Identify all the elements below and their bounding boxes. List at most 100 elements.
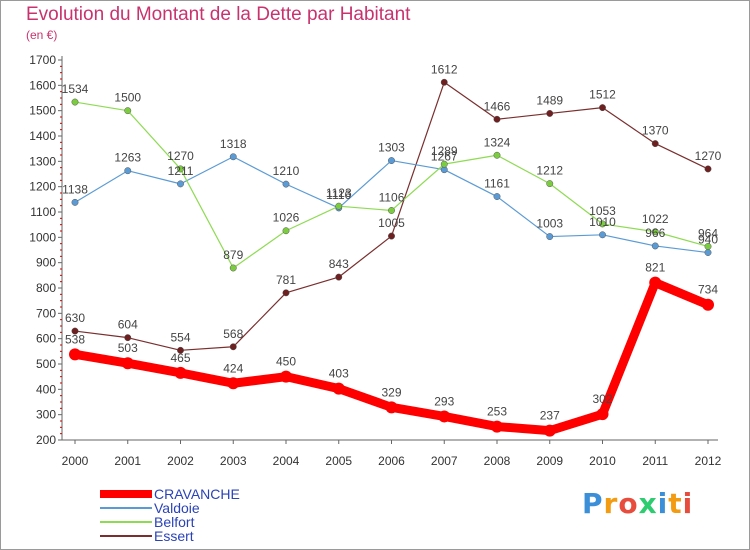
series-point-cravanche: [649, 276, 662, 289]
series-point-valdoie: [493, 193, 501, 200]
data-label-belfort: 1324: [484, 135, 511, 149]
series-point-belfort: [388, 207, 395, 214]
data-label-belfort: 1053: [589, 204, 616, 218]
series-point-cravanche: [332, 382, 345, 395]
proxiti-logo: Proxiti: [582, 487, 693, 520]
data-label-essert: 1370: [642, 124, 669, 138]
logo-letter: P: [582, 487, 604, 520]
data-label-belfort: 1106: [379, 190, 405, 204]
logo-letter: i: [657, 487, 669, 520]
data-label-essert: 554: [170, 330, 190, 344]
data-label-essert: 568: [223, 327, 243, 341]
y-tick-label: 300: [36, 408, 56, 422]
series-point-belfort: [704, 243, 712, 250]
data-label-cravanche: 465: [170, 351, 190, 365]
series-point-cravanche: [227, 377, 240, 390]
y-tick-label: 700: [36, 306, 56, 320]
series-point-essert: [546, 110, 554, 117]
data-label-essert: 843: [329, 257, 349, 271]
data-label-essert: 1612: [431, 62, 458, 76]
y-tick-label: 200: [36, 433, 56, 447]
legend-label-belfort: Belfort: [154, 514, 195, 530]
logo-letter: x: [638, 487, 658, 520]
data-label-valdoie: 940: [698, 233, 718, 247]
data-label-cravanche: 253: [487, 405, 507, 419]
series-point-valdoie: [388, 157, 395, 165]
data-label-cravanche: 450: [276, 355, 296, 369]
logo-letter: i: [682, 487, 694, 520]
logo-letter: o: [618, 487, 639, 520]
data-label-belfort: 879: [223, 248, 243, 262]
series-point-belfort: [282, 227, 290, 235]
data-label-essert: 630: [65, 311, 85, 325]
legend-label-essert: Essert: [154, 528, 194, 544]
series-point-essert: [388, 232, 395, 240]
data-label-valdoie: 1161: [484, 177, 510, 191]
data-label-valdoie: 1003: [536, 217, 563, 231]
data-label-cravanche: 293: [434, 394, 454, 408]
y-tick-label: 1700: [29, 53, 56, 67]
legend-label-cravanche: CRAVANCHE: [154, 486, 240, 502]
x-tick-label: 2007: [431, 454, 458, 468]
series-point-cravanche: [438, 410, 451, 423]
data-label-belfort: 1212: [536, 164, 563, 178]
data-label-cravanche: 734: [698, 283, 718, 297]
y-tick-label: 1400: [29, 129, 56, 143]
series-point-essert: [335, 273, 343, 281]
data-label-valdoie: 1303: [378, 141, 405, 155]
data-label-valdoie: 966: [645, 226, 665, 240]
data-label-cravanche: 503: [118, 341, 138, 355]
series-point-cravanche: [385, 401, 398, 414]
x-tick-label: 2012: [695, 454, 722, 468]
data-label-valdoie: 1210: [273, 164, 300, 178]
series-point-cravanche: [174, 366, 187, 379]
y-tick-label: 600: [36, 332, 56, 346]
data-label-essert: 1512: [589, 88, 616, 102]
logo-letter: r: [603, 487, 619, 520]
chart-subtitle: (en €): [26, 28, 58, 42]
data-label-belfort: 1500: [114, 91, 141, 105]
series-point-belfort: [493, 151, 501, 159]
series-point-valdoie: [177, 180, 184, 188]
series-point-essert: [229, 343, 237, 351]
y-tick-label: 500: [36, 357, 56, 371]
series-point-belfort: [71, 98, 79, 106]
series-point-cravanche: [121, 357, 134, 370]
data-label-cravanche: 538: [65, 332, 85, 346]
data-label-belfort: 1289: [431, 144, 458, 158]
data-label-belfort: 964: [698, 226, 718, 240]
series-point-valdoie: [599, 231, 606, 239]
x-tick-label: 2004: [273, 454, 300, 468]
x-tick-label: 2001: [114, 454, 141, 468]
y-tick-label: 800: [36, 281, 56, 295]
series-point-belfort: [335, 202, 343, 210]
data-label-valdoie: 1267: [431, 150, 458, 164]
y-tick-label: 1600: [29, 78, 56, 92]
series-point-belfort: [440, 160, 448, 168]
series-point-essert: [124, 334, 132, 342]
x-tick-label: 2005: [325, 454, 352, 468]
y-tick-label: 400: [36, 382, 56, 396]
data-label-valdoie: 1138: [62, 182, 88, 196]
data-label-cravanche: 821: [645, 261, 665, 275]
data-label-valdoie: 1263: [114, 151, 141, 165]
series-point-essert: [493, 115, 501, 123]
chart-title: Evolution du Montant de la Dette par Hab…: [26, 4, 411, 25]
series-point-valdoie: [71, 198, 79, 206]
data-label-cravanche: 237: [540, 409, 560, 423]
data-label-belfort: 1123: [326, 186, 352, 200]
data-label-valdoie: 1116: [326, 188, 351, 202]
data-label-essert: 1489: [536, 93, 563, 107]
x-tick-label: 2002: [167, 454, 194, 468]
series-point-essert: [71, 327, 79, 335]
legend-label-valdoie: Valdoie: [154, 500, 200, 516]
y-tick-label: 900: [36, 256, 56, 270]
data-label-belfort: 1026: [273, 211, 300, 225]
series-line-belfort: [74, 101, 709, 269]
series-point-essert: [440, 78, 448, 86]
data-label-essert: 1466: [484, 99, 511, 113]
series-point-belfort: [599, 220, 606, 228]
data-label-valdoie: 1211: [168, 164, 194, 178]
series-point-valdoie: [651, 242, 659, 250]
